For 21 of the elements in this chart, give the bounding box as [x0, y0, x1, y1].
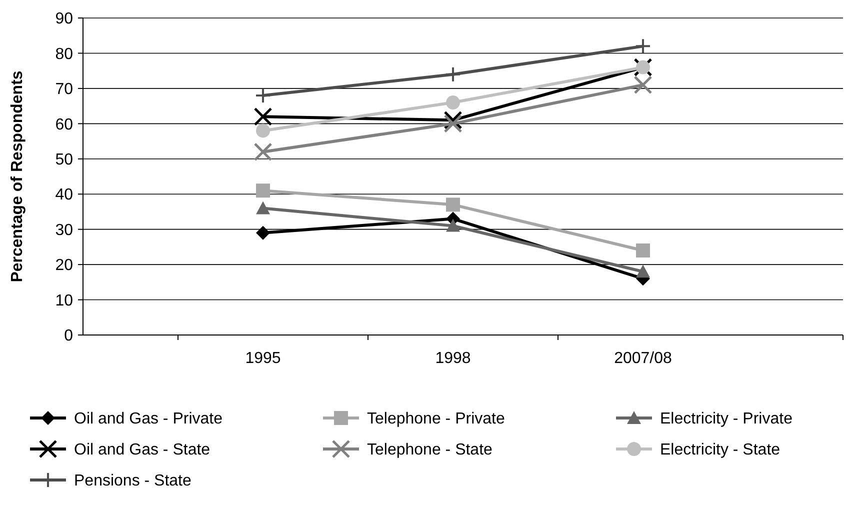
y-tick-label: 90	[55, 10, 74, 28]
x-tick-label: 1998	[435, 350, 471, 367]
legend-label: Telephone - State	[367, 442, 493, 459]
y-tick-label: 20	[55, 257, 74, 274]
legend-label: Pensions - State	[74, 472, 192, 490]
y-tick-label: 30	[55, 222, 74, 239]
legend-label: Oil and Gas - Private	[74, 410, 223, 428]
legend-label: Electricity - Private	[660, 410, 793, 428]
legend-label: Telephone - Private	[367, 410, 505, 428]
y-tick-label: 80	[55, 46, 74, 63]
y-tick-label: 40	[55, 186, 74, 204]
legend-label: Electricity - State	[660, 442, 780, 459]
y-tick-label: 10	[55, 292, 74, 310]
y-tick-label: 50	[55, 151, 74, 168]
y-axis-title: Percentage of Respondents	[9, 70, 26, 282]
x-tick-label: 2007/08	[614, 350, 672, 367]
x-tick-label: 1995	[245, 350, 281, 367]
legend-label: Oil and Gas - State	[74, 442, 210, 459]
y-tick-label: 0	[64, 328, 74, 345]
y-tick-label: 60	[55, 116, 74, 134]
y-tick-label: 70	[55, 81, 74, 98]
